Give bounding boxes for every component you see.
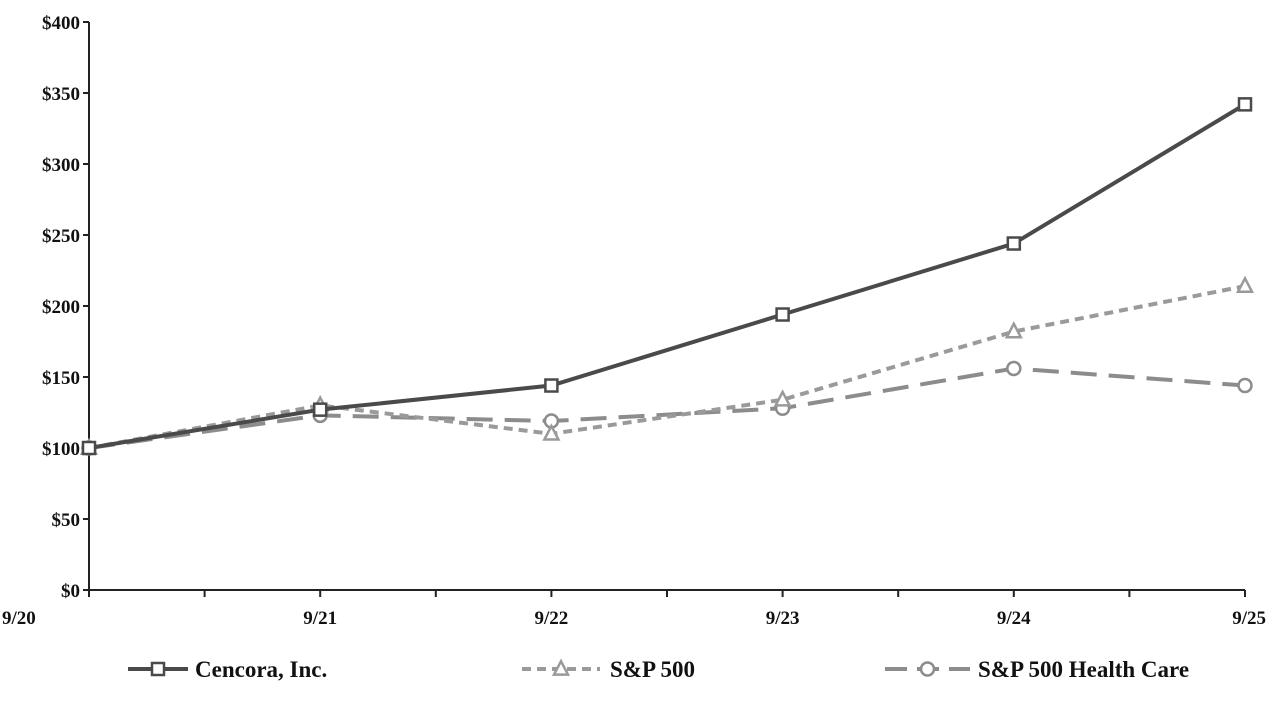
x-tick-label: 9/23 <box>766 608 800 629</box>
data-point <box>542 423 561 441</box>
x-tick-label: 9/20 <box>2 608 36 629</box>
legend-marker <box>150 661 166 677</box>
y-tick-label: $350 <box>42 84 80 105</box>
legend-label: S&P 500 Health Care <box>978 657 1189 682</box>
data-point <box>1006 236 1022 251</box>
chart-legend: Cencora, Inc. S&P 500 S&P 500 Health Care <box>128 657 1189 682</box>
series-0 <box>81 97 1253 456</box>
legend-marker <box>551 658 571 676</box>
series-2 <box>81 360 1253 456</box>
legend-label: S&P 500 <box>610 657 695 682</box>
x-tick-label: 9/22 <box>535 608 569 629</box>
y-tick-label: $50 <box>52 510 81 531</box>
data-point <box>1004 321 1023 339</box>
data-point <box>1237 377 1253 394</box>
series-line <box>88 366 1246 450</box>
data-point <box>81 440 97 456</box>
y-tick-label: $0 <box>61 581 80 602</box>
y-tick-label: $200 <box>42 297 80 318</box>
x-tick-label: 9/25 <box>1232 608 1266 629</box>
legend-item: S&P 500 Health Care <box>885 657 1189 682</box>
x-tick-label: 9/21 <box>303 608 337 629</box>
data-point <box>773 389 792 407</box>
data-point <box>544 378 559 393</box>
legend-marker <box>919 661 936 677</box>
legend-item: S&P 500 <box>522 657 695 682</box>
y-tick-label: $150 <box>42 368 80 389</box>
data-point <box>312 402 328 417</box>
chart-tick-labels: $0 $50 $100 $150 $200 $250 $300 $350 $400 9/20 9/2… <box>2 13 1266 629</box>
y-tick-label: $400 <box>42 13 80 34</box>
y-tick-label: $250 <box>42 226 80 247</box>
data-point <box>1237 97 1253 112</box>
series-1 <box>79 275 1255 455</box>
data-point <box>1235 275 1255 294</box>
legend-label: Cencora, Inc. <box>195 657 327 682</box>
series-line <box>88 102 1247 450</box>
legend-item: Cencora, Inc. <box>128 657 327 682</box>
data-point <box>1006 360 1022 377</box>
series-line <box>88 284 1246 450</box>
y-tick-label: $300 <box>42 155 80 176</box>
chart-axes <box>83 21 1246 597</box>
data-point <box>775 307 790 322</box>
chart-series-lines <box>79 97 1255 456</box>
x-tick-label: 9/24 <box>997 608 1031 629</box>
y-tick-label: $100 <box>42 439 80 460</box>
